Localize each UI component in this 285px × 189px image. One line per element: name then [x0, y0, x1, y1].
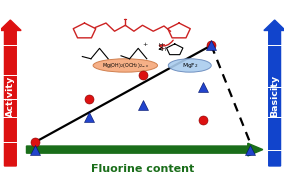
Text: +: + — [142, 42, 147, 47]
Ellipse shape — [93, 59, 158, 72]
Ellipse shape — [168, 59, 211, 72]
Text: H: H — [162, 47, 166, 52]
Text: Activity: Activity — [6, 75, 15, 117]
Text: Basicity: Basicity — [270, 75, 279, 117]
FancyArrow shape — [264, 20, 285, 166]
Text: MgF$_2$: MgF$_2$ — [182, 61, 198, 70]
Text: Fluorine content: Fluorine content — [91, 164, 194, 174]
Text: H: H — [159, 43, 163, 48]
Text: Mg(OH)$_2$(OCH$_2$)$_{2-x}$: Mg(OH)$_2$(OCH$_2$)$_{2-x}$ — [102, 61, 149, 70]
FancyArrow shape — [0, 20, 21, 166]
FancyArrow shape — [27, 143, 263, 156]
